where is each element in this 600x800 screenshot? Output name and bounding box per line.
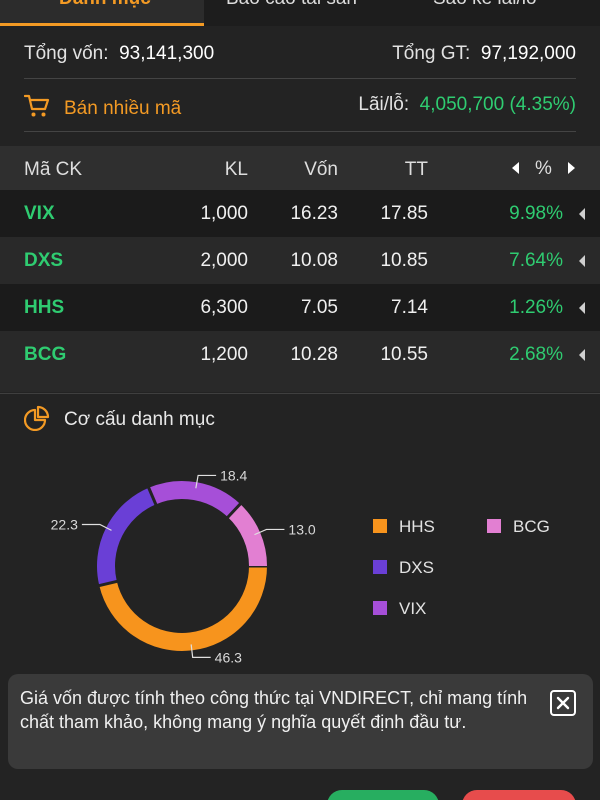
donut-slice-vix	[148, 481, 241, 518]
header-volume: KL	[224, 159, 248, 180]
sell-multiple-button[interactable]: Bán nhiều mã	[24, 94, 181, 120]
donut-leader-line	[190, 644, 211, 658]
allocation-donut-chart: 46.3 22.3 18.4 13.0	[51, 467, 316, 665]
table-row[interactable]: VIX 1,000 16.23 17.85 9.98%	[0, 190, 600, 237]
row-percent: 7.64%	[509, 250, 563, 271]
row-expand-arrow-icon[interactable]	[579, 349, 585, 361]
divider	[24, 131, 576, 132]
donut-label-vix: 18.4	[220, 467, 247, 483]
header-cost: Vốn	[304, 159, 338, 180]
active-tab-indicator	[0, 23, 204, 26]
row-volume: 2,000	[200, 250, 248, 271]
donut-slice-hhs	[99, 565, 267, 651]
pnl-value: 4,050,700 (4.35%)	[419, 94, 576, 115]
row-market-price: 10.85	[380, 250, 428, 271]
tab-danh-muc[interactable]: Danh mục	[0, 0, 204, 26]
legend-swatch	[373, 601, 387, 615]
donut-leader-line	[254, 528, 285, 536]
close-icon[interactable]	[550, 690, 576, 716]
legend-label: DXS	[399, 558, 434, 577]
total-capital-value: 93,141,300	[119, 43, 215, 64]
row-expand-arrow-icon[interactable]	[579, 302, 585, 314]
row-code: DXS	[24, 250, 64, 271]
tab-label: Sao kê lãi/lỗ	[433, 0, 537, 10]
sell-multiple-label: Bán nhiều mã	[64, 98, 182, 119]
legend-item-bcg: BCG	[487, 517, 550, 537]
row-market-price: 7.14	[391, 297, 428, 318]
table-row[interactable]: DXS 2,000 10.08 10.85 7.64%	[0, 237, 600, 284]
donut-leader-line	[195, 474, 217, 489]
legend-item-dxs: DXS	[373, 558, 434, 578]
row-cost: 10.08	[290, 250, 338, 271]
row-volume: 6,300	[200, 297, 248, 318]
header-code: Mã CK	[24, 159, 83, 180]
donut-slice-gap	[146, 486, 158, 506]
donut-slice-dxs	[97, 487, 157, 586]
donut-label-hhs: 46.3	[215, 649, 242, 665]
cart-icon	[24, 94, 50, 117]
row-volume: 1,000	[200, 203, 248, 224]
row-percent: 1.26%	[509, 297, 563, 318]
legend-label: HHS	[399, 517, 435, 536]
header-market-price: TT	[404, 159, 428, 180]
legend-item-vix: VIX	[373, 599, 426, 619]
tab-label: Danh mục	[59, 0, 151, 10]
donut-slice-gap	[97, 579, 119, 588]
header-percent: %	[535, 158, 552, 179]
donut-label-dxs: 22.3	[51, 516, 78, 532]
row-code: VIX	[24, 203, 55, 224]
table-bottom-padding	[0, 378, 600, 392]
total-value-value: 97,192,000	[480, 43, 576, 64]
total-value-label: Tổng GT:	[392, 43, 471, 64]
donut-slice-bcg	[227, 504, 267, 567]
row-cost: 10.28	[290, 344, 338, 365]
buy-button[interactable]	[327, 790, 439, 800]
legend-swatch	[487, 519, 501, 533]
row-expand-arrow-icon[interactable]	[579, 255, 585, 267]
table-row[interactable]: HHS 6,300 7.05 7.14 1.26%	[0, 284, 600, 331]
row-percent: 2.68%	[509, 344, 563, 365]
row-market-price: 17.85	[380, 203, 428, 224]
legend-label: BCG	[513, 517, 550, 536]
pnl-label: Lãi/lỗ:	[358, 94, 410, 115]
column-prev-arrow-icon[interactable]	[512, 162, 519, 174]
row-expand-arrow-icon[interactable]	[579, 208, 585, 220]
legend-item-hhs: HHS	[373, 517, 435, 537]
tab-sao-ke-lai-lo[interactable]: Sao kê lãi/lỗ	[406, 0, 600, 26]
sell-button[interactable]	[462, 790, 576, 800]
row-cost: 16.23	[290, 203, 338, 224]
row-market-price: 10.55	[380, 344, 428, 365]
tab-bar: Danh mục Báo cáo tài sản Sao kê lãi/lỗ	[0, 0, 600, 26]
allocation-section-title: Cơ cấu danh mục	[24, 405, 215, 431]
holdings-table-header: Mã CK KL Vốn TT %	[0, 146, 600, 190]
row-percent: 9.98%	[509, 203, 563, 224]
disclaimer-toast: Giá vốn được tính theo công thức tại VND…	[8, 674, 593, 769]
row-volume: 1,200	[200, 344, 248, 365]
pie-chart-icon	[24, 405, 50, 431]
table-row[interactable]: BCG 1,200 10.28 10.55 2.68%	[0, 331, 600, 378]
donut-leader-line	[81, 523, 112, 531]
tab-bao-cao-tai-san[interactable]: Báo cáo tài sản	[204, 0, 406, 26]
legend-swatch	[373, 560, 387, 574]
donut-slice-gap	[226, 502, 242, 519]
column-next-arrow-icon[interactable]	[568, 162, 575, 174]
tab-label: Báo cáo tài sản	[226, 0, 357, 10]
row-code: HHS	[24, 297, 65, 318]
legend-swatch	[373, 519, 387, 533]
total-capital-label: Tổng vốn:	[24, 43, 109, 64]
divider	[24, 78, 576, 79]
donut-label-bcg: 13.0	[288, 521, 315, 537]
disclaimer-text: Giá vốn được tính theo công thức tại VND…	[20, 688, 528, 732]
allocation-title-text: Cơ cấu danh mục	[64, 409, 215, 430]
legend-label: VIX	[399, 599, 427, 618]
row-code: BCG	[24, 344, 67, 365]
divider	[0, 393, 600, 394]
row-cost: 7.05	[301, 297, 338, 318]
